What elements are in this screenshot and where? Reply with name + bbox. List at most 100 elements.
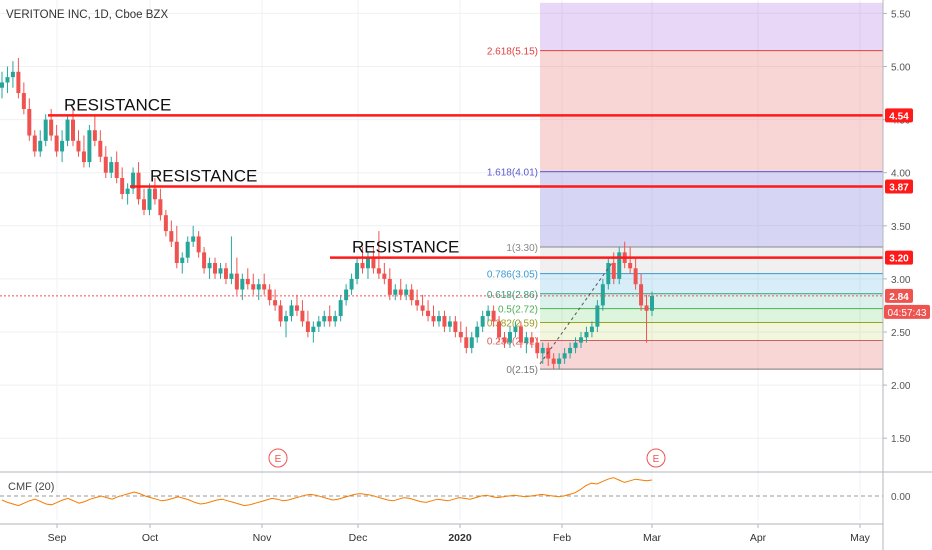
candle-body — [240, 278, 245, 290]
candle — [213, 257, 218, 279]
candle — [38, 130, 43, 157]
candle-body — [404, 289, 409, 295]
candle-body — [87, 130, 92, 163]
fib-zone — [540, 273, 883, 294]
candle — [43, 114, 48, 147]
time-axis: Sep Oct Nov Dec 2020 Feb Mar Apr May — [0, 523, 883, 544]
candle — [76, 130, 81, 157]
trend-line — [539, 262, 613, 365]
price-tick-label: 5.50 — [891, 9, 911, 20]
candle — [10, 61, 15, 88]
candle — [436, 310, 441, 327]
candle-body — [376, 268, 381, 274]
candle — [322, 310, 327, 327]
candle-body — [497, 321, 502, 338]
candle — [540, 342, 545, 364]
candle-body — [131, 172, 136, 189]
fib-level-label: 0.382(2.59) — [487, 318, 538, 329]
time-tick-label: Dec — [349, 532, 368, 544]
candle-body — [355, 262, 360, 279]
candle-body — [436, 316, 441, 322]
fib-zone — [540, 340, 883, 370]
candle-body — [431, 316, 436, 322]
candle-body — [480, 316, 485, 327]
candle-body — [562, 353, 567, 359]
candle — [578, 332, 583, 348]
candle — [174, 225, 179, 269]
cmf-pane: 0.00 — [0, 471, 932, 507]
candle-body — [218, 268, 223, 274]
candle — [415, 289, 420, 311]
candle-body — [65, 119, 70, 141]
candle-body — [54, 135, 59, 152]
cmf-tick-label: 0.00 — [891, 492, 911, 503]
candle-body — [360, 262, 365, 269]
candle-body — [644, 305, 649, 311]
candle-body — [120, 178, 125, 194]
candle-body — [38, 140, 43, 152]
earnings-marker — [268, 448, 288, 468]
candle — [0, 71, 4, 99]
candle — [27, 98, 32, 141]
candle — [267, 284, 272, 306]
candle-body — [338, 300, 343, 317]
candle — [21, 82, 26, 115]
candle-body — [464, 337, 469, 348]
time-tick-label: Nov — [253, 532, 272, 544]
candle — [92, 114, 97, 147]
candle — [404, 284, 409, 301]
earnings-marker — [646, 448, 666, 468]
candle-body — [262, 284, 267, 290]
candle-body — [76, 140, 81, 152]
price-tick-label: 2.00 — [891, 381, 911, 392]
time-tick-label: 2020 — [448, 532, 472, 544]
price-axis: 1.502.002.503.003.504.004.505.005.504.54… — [882, 0, 932, 550]
candle — [60, 130, 65, 163]
candle — [152, 178, 157, 205]
candle — [289, 300, 294, 322]
candle — [529, 332, 534, 348]
candle — [464, 326, 469, 354]
candle — [453, 316, 458, 338]
candle-body — [21, 93, 26, 109]
candle-body — [540, 347, 545, 354]
candle — [568, 342, 573, 359]
candle-body — [49, 119, 54, 136]
candle — [644, 294, 649, 343]
candle-body — [650, 295, 654, 311]
candle-body — [529, 337, 534, 343]
candle-body — [453, 321, 458, 332]
candle — [398, 278, 403, 301]
earnings-marker-label: E — [653, 454, 660, 465]
price-axis-bg — [883, 0, 932, 550]
candle-body — [568, 347, 573, 354]
candle — [109, 156, 114, 179]
candle — [628, 247, 633, 274]
candle-body — [71, 119, 76, 141]
cmf-title: CMF (20) — [8, 481, 55, 493]
candle-body — [81, 151, 86, 163]
candle-body — [98, 140, 103, 157]
candle-body — [185, 241, 190, 258]
countdown-badge — [884, 304, 930, 319]
candle — [507, 326, 512, 348]
candlestick-series — [0, 58, 654, 370]
candle — [595, 300, 600, 332]
candle-body — [60, 140, 65, 152]
candle-body — [207, 262, 212, 269]
candle-body — [16, 71, 21, 94]
candle — [589, 321, 594, 338]
candle — [513, 321, 518, 338]
candle — [245, 268, 250, 290]
candle-body — [551, 358, 556, 364]
candle — [5, 66, 10, 94]
candle-body — [611, 262, 616, 279]
candle-body — [382, 273, 387, 279]
candle — [87, 124, 92, 168]
candle — [469, 332, 474, 354]
grid — [0, 0, 883, 520]
candle-body — [92, 130, 97, 141]
candle-body — [300, 310, 305, 322]
candle-body — [633, 268, 638, 285]
